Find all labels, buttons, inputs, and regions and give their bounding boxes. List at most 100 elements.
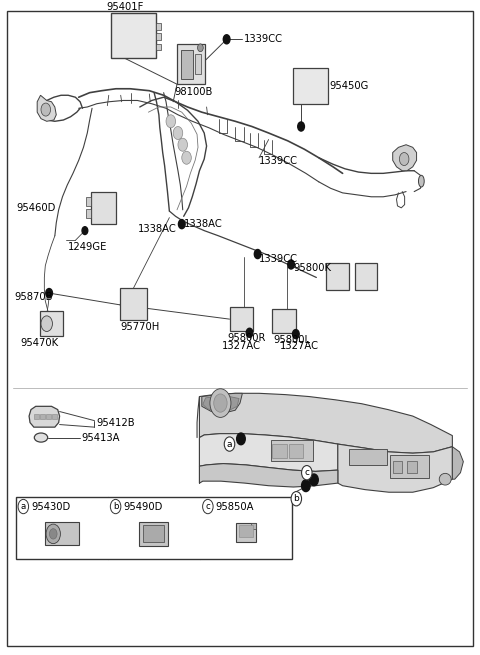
- Polygon shape: [199, 393, 452, 453]
- Circle shape: [41, 103, 50, 116]
- Circle shape: [223, 35, 230, 44]
- Circle shape: [210, 389, 231, 417]
- Text: 95800K: 95800K: [293, 263, 332, 273]
- Text: 1339CC: 1339CC: [244, 34, 283, 45]
- Text: 95413A: 95413A: [82, 432, 120, 443]
- Bar: [273, 444, 287, 458]
- Bar: [156, 23, 161, 29]
- Circle shape: [237, 433, 245, 445]
- Circle shape: [18, 499, 29, 514]
- Circle shape: [224, 437, 235, 451]
- Bar: [45, 522, 79, 545]
- Circle shape: [292, 329, 299, 339]
- Bar: [16, 497, 292, 559]
- Bar: [326, 263, 349, 290]
- Text: b: b: [113, 502, 119, 511]
- Polygon shape: [338, 444, 452, 492]
- Bar: [195, 54, 201, 75]
- Text: 95850A: 95850A: [216, 502, 254, 512]
- Bar: [86, 209, 91, 217]
- Bar: [177, 44, 204, 84]
- Circle shape: [298, 122, 304, 131]
- Circle shape: [291, 491, 301, 506]
- Polygon shape: [199, 464, 338, 487]
- Bar: [34, 414, 38, 419]
- Bar: [40, 414, 45, 419]
- Text: a: a: [227, 440, 232, 449]
- Bar: [273, 309, 296, 333]
- Bar: [407, 461, 417, 473]
- Text: 1327AC: 1327AC: [222, 341, 261, 351]
- Polygon shape: [29, 406, 60, 427]
- Text: 95450G: 95450G: [329, 81, 369, 91]
- Circle shape: [46, 524, 60, 544]
- Ellipse shape: [439, 474, 451, 485]
- Bar: [355, 263, 377, 290]
- Polygon shape: [199, 434, 338, 472]
- Bar: [143, 525, 164, 542]
- Bar: [236, 523, 256, 542]
- Circle shape: [166, 115, 176, 128]
- Bar: [91, 191, 116, 224]
- Text: 95460D: 95460D: [17, 203, 56, 213]
- Text: 1327AC: 1327AC: [280, 341, 319, 352]
- Circle shape: [254, 250, 261, 259]
- Circle shape: [288, 260, 294, 269]
- Text: 98100B: 98100B: [175, 87, 213, 97]
- Text: 95430D: 95430D: [31, 502, 70, 512]
- Polygon shape: [203, 396, 239, 411]
- Text: 1339CC: 1339CC: [259, 253, 298, 263]
- Text: 1338AC: 1338AC: [184, 219, 222, 229]
- Bar: [349, 449, 387, 465]
- Text: 95800R: 95800R: [227, 333, 265, 343]
- Text: 95490D: 95490D: [123, 502, 163, 512]
- Text: 95470K: 95470K: [21, 337, 59, 348]
- Text: b: b: [293, 495, 299, 503]
- Circle shape: [310, 474, 318, 486]
- Bar: [46, 414, 51, 419]
- Bar: [288, 444, 303, 458]
- Polygon shape: [202, 393, 242, 413]
- Bar: [86, 197, 91, 206]
- Bar: [139, 521, 168, 546]
- Circle shape: [179, 219, 185, 229]
- Bar: [156, 44, 161, 50]
- Circle shape: [246, 328, 253, 337]
- Circle shape: [182, 151, 192, 164]
- Text: c: c: [205, 502, 210, 511]
- Text: 95770H: 95770H: [120, 322, 160, 332]
- Bar: [271, 440, 313, 461]
- Bar: [393, 461, 402, 473]
- Text: c: c: [304, 468, 309, 477]
- Polygon shape: [37, 95, 56, 121]
- Circle shape: [49, 529, 57, 539]
- Text: 1249GE: 1249GE: [68, 242, 108, 252]
- Circle shape: [82, 227, 88, 234]
- Text: 1339CC: 1339CC: [259, 156, 298, 166]
- Circle shape: [399, 153, 409, 166]
- Bar: [239, 525, 252, 537]
- Bar: [120, 288, 147, 320]
- Text: 95800L: 95800L: [274, 335, 311, 345]
- Ellipse shape: [34, 433, 48, 442]
- Circle shape: [173, 126, 183, 140]
- Polygon shape: [452, 447, 463, 479]
- Bar: [293, 68, 328, 103]
- Circle shape: [198, 44, 203, 52]
- Polygon shape: [251, 523, 256, 529]
- Circle shape: [46, 289, 52, 297]
- Bar: [39, 311, 63, 336]
- Text: 1338AC: 1338AC: [138, 224, 177, 234]
- Polygon shape: [393, 145, 417, 171]
- Bar: [156, 33, 161, 40]
- Circle shape: [214, 394, 227, 412]
- Bar: [111, 12, 156, 58]
- Circle shape: [110, 499, 121, 514]
- Text: a: a: [21, 502, 26, 511]
- Circle shape: [41, 316, 52, 331]
- Circle shape: [203, 499, 213, 514]
- Circle shape: [301, 466, 312, 480]
- Circle shape: [301, 480, 310, 491]
- Bar: [390, 455, 429, 478]
- Text: 95870B: 95870B: [15, 292, 53, 302]
